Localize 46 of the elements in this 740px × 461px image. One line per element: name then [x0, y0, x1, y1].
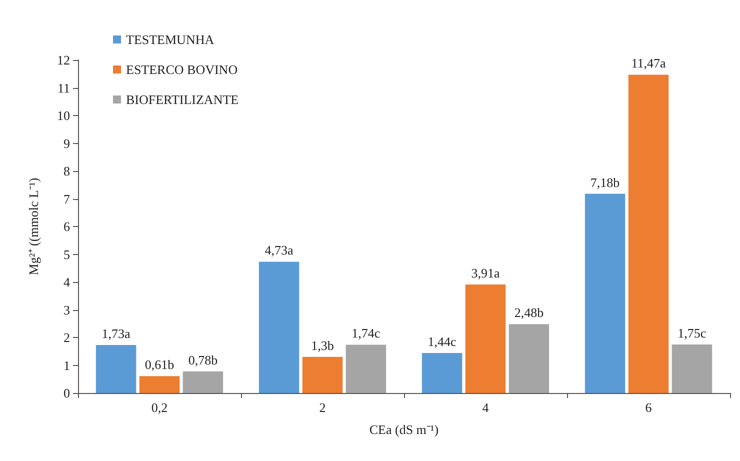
data-label: 0,61b: [144, 357, 174, 372]
bar: [182, 371, 224, 393]
bar: [584, 194, 626, 393]
legend-label: BIOFERTILIZANTE: [126, 92, 239, 107]
y-tick-label: 0: [64, 386, 70, 400]
data-label: 1,44c: [428, 334, 457, 350]
bar: [465, 284, 506, 393]
legend-label: ESTERCO BOVINO: [126, 62, 238, 77]
y-tick-label: 7: [64, 191, 70, 206]
x-tick-label: 2: [319, 400, 326, 415]
bar: [258, 262, 300, 393]
y-tick-label: 12: [57, 52, 70, 68]
data-label: 4,73a: [264, 242, 294, 258]
x-tick-label: 6: [645, 400, 652, 415]
data-label: 2,48b: [514, 305, 544, 320]
y-tick-label: 2: [64, 330, 70, 345]
data-label: 1,75c: [678, 325, 706, 340]
data-label: 1,74c: [352, 326, 380, 341]
data-label: 7,18b: [590, 174, 620, 190]
data-label: 11,47a: [631, 56, 666, 71]
y-axis-title: Mg²⁺ ((mmolc L⁻¹): [26, 178, 41, 276]
y-tick-label: 5: [64, 246, 70, 262]
y-tick-label: 9: [64, 136, 70, 151]
bar: [672, 344, 712, 393]
bar: [422, 353, 462, 393]
y-tick-label: 10: [57, 108, 70, 123]
y-tick-label: 4: [64, 274, 70, 290]
bar: [346, 344, 386, 393]
x-axis-title: CEa (dS m⁻¹): [369, 422, 439, 437]
bar: [139, 376, 180, 393]
bar: [508, 324, 550, 393]
bar: [628, 74, 669, 393]
y-tick-label: 3: [64, 302, 70, 318]
y-tick-label: 8: [64, 164, 70, 178]
y-tick-label: 11: [57, 80, 70, 96]
legend-label: TESTEMUNHA: [126, 32, 215, 47]
x-tick-label: 4: [482, 400, 490, 415]
x-tick-label: 0,2: [151, 400, 168, 415]
y-tick-label: 6: [64, 219, 70, 234]
y-tick-label: 1: [64, 358, 70, 373]
data-label: 0,78b: [188, 352, 218, 368]
data-label: 3,91a: [471, 265, 500, 280]
data-label: 1,73a: [102, 326, 131, 341]
data-label: 1,3b: [311, 338, 334, 353]
bar: [302, 356, 343, 393]
bar: [96, 344, 136, 393]
